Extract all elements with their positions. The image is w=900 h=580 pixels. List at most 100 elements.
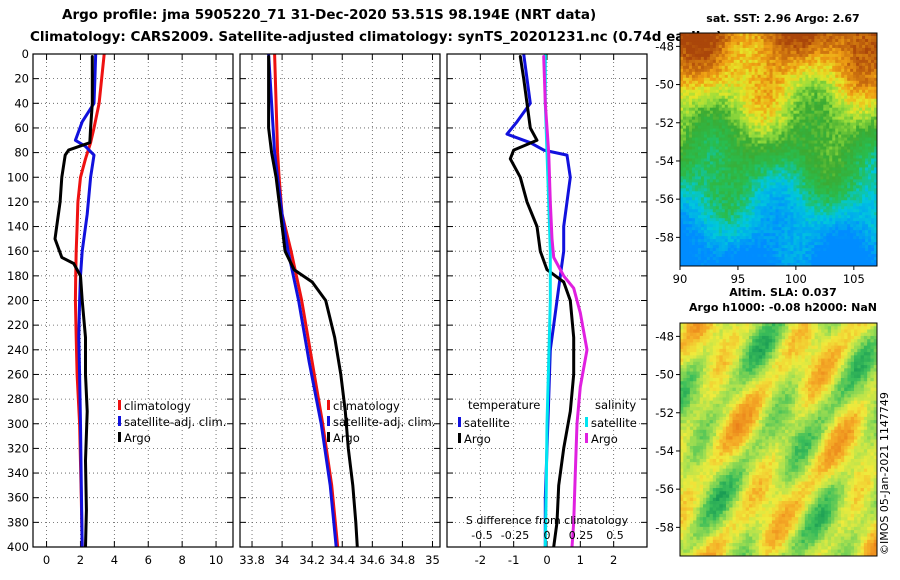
map-cell: [718, 170, 723, 174]
map-cell: [799, 227, 803, 231]
map-cell: [793, 152, 797, 156]
map-cell: [763, 68, 768, 73]
map-cell: [760, 170, 765, 174]
map-cell: [712, 38, 717, 43]
map-cell: [766, 47, 771, 52]
map-cell: [688, 218, 693, 222]
map-cell: [703, 53, 708, 58]
map-cell: [727, 92, 732, 97]
map-cell: [763, 152, 768, 156]
map-cell: [847, 116, 851, 121]
map-cell: [766, 95, 771, 100]
map-cell: [787, 200, 791, 204]
map-cell: [721, 230, 726, 234]
map-cell: [715, 50, 720, 55]
map-cell: [745, 137, 750, 142]
map-cell: [766, 233, 771, 237]
map-cell: [718, 77, 723, 82]
map-cell: [694, 149, 699, 153]
map-cell: [754, 122, 759, 127]
map-cell: [856, 47, 860, 52]
map-cell: [874, 161, 878, 165]
map-cell: [844, 233, 848, 237]
map-cell: [784, 47, 788, 52]
map-cell: [712, 230, 717, 234]
map-cell: [817, 38, 821, 43]
map-cell: [772, 104, 777, 109]
map-cell: [796, 125, 800, 130]
map-cell: [835, 104, 839, 109]
map-cell: [757, 161, 762, 165]
map-cell: [688, 197, 693, 201]
map-cell: [742, 236, 747, 240]
map-cell: [838, 59, 842, 64]
map-cell: [736, 131, 741, 136]
map-cell: [712, 143, 717, 148]
map-cell: [733, 113, 738, 118]
map-cell: [703, 110, 708, 115]
map-cell: [823, 122, 827, 127]
map-cell: [826, 224, 830, 228]
map-cell: [835, 182, 839, 186]
map-cell: [805, 47, 809, 52]
map-cell: [724, 215, 729, 219]
map-cell: [730, 47, 735, 52]
y-tick-label: 20: [14, 72, 29, 86]
map-cell: [835, 233, 839, 237]
map-cell: [859, 80, 863, 85]
map-cell: [763, 41, 768, 46]
map-cell: [832, 227, 836, 231]
map-cell: [694, 206, 699, 210]
map-cell: [748, 47, 753, 52]
map-cell: [769, 140, 774, 145]
map-cell: [832, 239, 836, 243]
map-cell: [829, 33, 833, 37]
map-cell: [694, 50, 699, 55]
map-cell: [763, 176, 768, 180]
map-cell: [802, 143, 806, 148]
map-cell: [703, 197, 708, 201]
map-cell: [715, 224, 720, 228]
map-cell: [829, 56, 833, 61]
map-cell: [829, 176, 833, 180]
map-cell: [796, 68, 800, 73]
map-cell: [775, 140, 779, 145]
map-cell: [820, 203, 824, 207]
map-cell: [703, 242, 708, 246]
map-cell: [793, 95, 797, 100]
map-cell: [715, 170, 720, 174]
map-cell: [748, 206, 753, 210]
map-cell: [700, 128, 705, 133]
map-cell: [814, 146, 818, 150]
map-cell: [874, 212, 878, 216]
map-cell: [853, 50, 857, 55]
map-cell: [799, 95, 803, 100]
map-cell: [796, 104, 800, 109]
map-cell: [829, 203, 833, 207]
map-cell: [850, 131, 854, 136]
map-cell: [766, 134, 771, 139]
map-cell: [862, 203, 866, 207]
map-cell: [688, 143, 693, 148]
map-cell: [760, 89, 765, 94]
map-cell: [766, 50, 771, 55]
map-cell: [727, 35, 732, 40]
map-cell: [865, 170, 869, 174]
map-cell: [721, 41, 726, 46]
map-cell: [871, 68, 875, 73]
map-cell: [817, 83, 821, 88]
map-cell: [835, 191, 839, 195]
map-cell: [694, 137, 699, 142]
map-cell: [754, 233, 759, 237]
map-cell: [769, 206, 774, 210]
map-cell: [823, 77, 827, 82]
map-cell: [763, 236, 768, 240]
map-cell: [772, 185, 777, 189]
map-cell: [742, 131, 747, 136]
map-cell: [829, 77, 833, 82]
map-cell: [874, 185, 878, 189]
map-cell: [808, 227, 812, 231]
map-cell: [709, 104, 714, 109]
map-cell: [784, 53, 788, 58]
